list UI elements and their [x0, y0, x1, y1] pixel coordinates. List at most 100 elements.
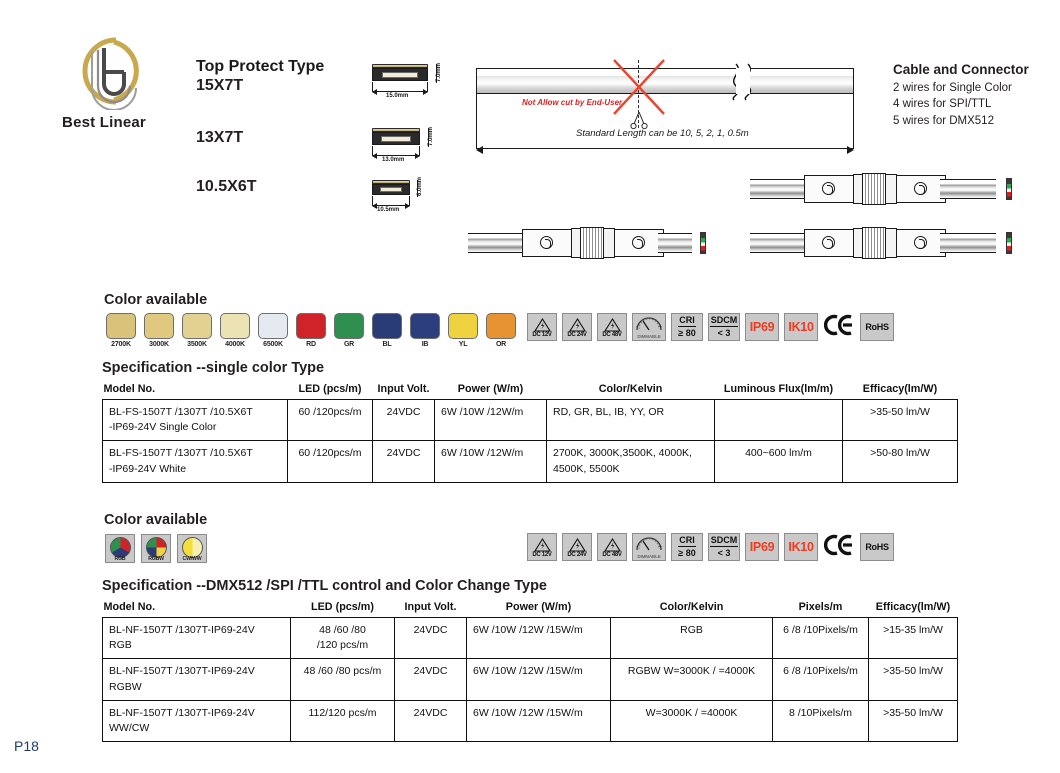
swatch-chip	[448, 313, 478, 339]
dim-height-15x7t: 7.0mm	[436, 62, 442, 82]
cell-color: RGBW W=3000K / =4000K	[610, 658, 773, 701]
dc-12v-badge: DC 12V	[527, 313, 557, 341]
badge-line-1: CRI	[678, 315, 696, 327]
dimmer-dial-icon: - +	[634, 535, 664, 557]
table-row: BL-NF-1507T /1307T-IP69-24V RGBW 48 /60 /8…	[102, 658, 958, 701]
red-x-icon	[613, 59, 665, 115]
dimmable-badge: - + DIMMABLE	[632, 533, 666, 561]
warning-triangle-icon	[603, 537, 621, 552]
badge-label: DC 24V	[567, 551, 587, 558]
swatch-chip	[372, 313, 402, 339]
cell-led: 112/120 pcs/m	[290, 699, 395, 743]
cell-efficacy: >35-50 lm/W	[868, 658, 958, 701]
led-strip-illustration	[476, 68, 854, 94]
cable-connector-title: Cable and Connector	[893, 62, 1029, 77]
cable-line-spi-ttl: 4 wires for SPI/TTL	[893, 98, 992, 111]
column-header-1: LED (pcs/m)	[311, 601, 374, 613]
dc-24v-badge: DC 24V	[562, 533, 592, 561]
cell-volt: 24VDC	[372, 398, 435, 442]
cell-led: 48 /60 /80/120 pcs/m	[290, 616, 395, 660]
cross-section-13x7t: 13.0mm 7.0mm	[372, 126, 452, 168]
badge-label: DC 12V	[532, 331, 552, 338]
cw-ww-pie-icon: CW/WW	[177, 534, 207, 563]
dim-width-10_5x6t: 10.5mm	[377, 207, 400, 213]
cell-color: RD, GR, BL, IB, YY, OR	[546, 398, 715, 442]
swatch-label: IB	[421, 341, 429, 348]
swatch-chip	[182, 313, 212, 339]
cell-efficacy: >35-50 lm/W	[868, 699, 958, 743]
sdcm-badge: SDCM < 3	[708, 533, 740, 561]
rgb-pie-icon: RGB	[105, 534, 135, 563]
badge-line-2: ≥ 80	[678, 327, 696, 338]
column-header-5: Luminous Flux(lm/m)	[723, 383, 834, 395]
cell-volt: 24VDC	[394, 616, 467, 660]
cell-pixels: 6 /8 /10Pixels/m	[772, 658, 869, 701]
swatch-chip	[334, 313, 364, 339]
dimmer-dial-icon: - +	[634, 315, 664, 337]
cell-model: BL-FS-1507T /1307T /10.5X6T -IP69-24V Sin…	[102, 398, 288, 442]
pie-graphic	[109, 537, 131, 558]
dc-12v-badge: DC 12V	[527, 533, 557, 561]
warning-triangle-icon	[533, 537, 551, 552]
table-header-row: Model No. LED (pcs/m) Input Volt. Power (W/…	[103, 599, 958, 618]
brand-name: Best Linear	[62, 114, 146, 131]
swatch-chip	[106, 313, 136, 339]
warning-triangle-icon	[533, 317, 551, 332]
cell-led: 60 /120pcs/m	[287, 440, 373, 483]
standard-length-label: Standard Length can be 10, 5, 2, 1, 0.5m	[576, 128, 749, 139]
cri-badge: CRI ≥ 80	[671, 533, 703, 561]
color-swatch-rd: RD	[296, 313, 326, 348]
cable-line-single-color: 2 wires for Single Color	[893, 82, 1012, 94]
cell-model: BL-FS-1507T /1307T /10.5X6T -IP69-24V Whi…	[102, 440, 288, 483]
table-row: BL-NF-1507T /1307T-IP69-24V WW/CW 112/120 …	[102, 699, 958, 743]
cell-power: 6W /10W /12W /15W/m	[466, 616, 611, 660]
cri-badge: CRI ≥ 80	[671, 313, 703, 341]
swatch-label: 6500K	[263, 341, 283, 348]
color-swatch-6500k: 6500K	[258, 313, 288, 348]
badge-label: DIMMABLE	[637, 554, 661, 559]
connector-brand-mark-icon	[914, 182, 927, 195]
connector-assembly-bottom-left	[468, 222, 706, 264]
rohs-badge: RoHS	[860, 533, 894, 561]
column-header-6: Efficacy(lm/W)	[875, 601, 951, 613]
cell-pixels: 6 /8 /10Pixels/m	[772, 616, 869, 660]
dim-height-10_5x6t: 6.0mm	[417, 176, 423, 196]
badge-line-1: CRI	[678, 535, 696, 547]
badge-line-1: SDCM	[709, 315, 739, 327]
table-row: BL-FS-1507T /1307T /10.5X6T -IP69-24V Sin…	[102, 398, 958, 442]
swatch-label: YL	[458, 341, 468, 348]
connector-assembly-bottom-right	[750, 222, 1012, 264]
connector-brand-mark-icon	[822, 182, 835, 195]
page-number: P18	[14, 738, 39, 754]
badge-line-1: SDCM	[709, 535, 739, 547]
profile-type-15x7t: Top Protect Type 15X7T	[196, 58, 324, 96]
swatch-label: 3000K	[149, 341, 169, 348]
column-header-3: Power (W/m)	[505, 601, 572, 613]
badge-label: DC 12V	[532, 551, 552, 558]
badge-label: IP69	[749, 540, 775, 554]
swatch-chip	[410, 313, 440, 339]
color-available-title-1: Color available	[104, 292, 208, 308]
color-swatch-3000k: 3000K	[144, 313, 174, 348]
cell-model: BL-NF-1507T /1307T-IP69-24V RGBW	[102, 658, 291, 701]
badge-label: IK10	[788, 540, 814, 554]
best-linear-logo-icon	[52, 32, 156, 111]
badge-label: RoHS	[865, 322, 889, 332]
connector-assembly-top	[750, 168, 1012, 210]
color-swatch-3500k: 3500K	[182, 313, 212, 348]
svg-text:+: +	[659, 324, 662, 330]
cable-connector-info: Cable and Connector 2 wires for Single C…	[893, 62, 1029, 129]
swatch-label: GR	[343, 341, 355, 348]
top-protect-type-title: Top Protect Type	[196, 58, 325, 75]
rohs-badge: RoHS	[860, 313, 894, 341]
connector-brand-mark-icon	[632, 236, 645, 249]
connector-brand-mark-icon	[822, 236, 835, 249]
dimmable-badge: - + DIMMABLE	[632, 313, 666, 341]
badge-label: DIMMABLE	[637, 334, 661, 339]
warning-triangle-icon	[568, 537, 586, 552]
connector-brand-mark-icon	[914, 236, 927, 249]
badge-line-2: ≥ 80	[678, 547, 696, 558]
cell-volt: 24VDC	[394, 699, 467, 743]
color-swatch-gr: GR	[334, 313, 364, 348]
swatch-label: OR	[495, 341, 507, 348]
